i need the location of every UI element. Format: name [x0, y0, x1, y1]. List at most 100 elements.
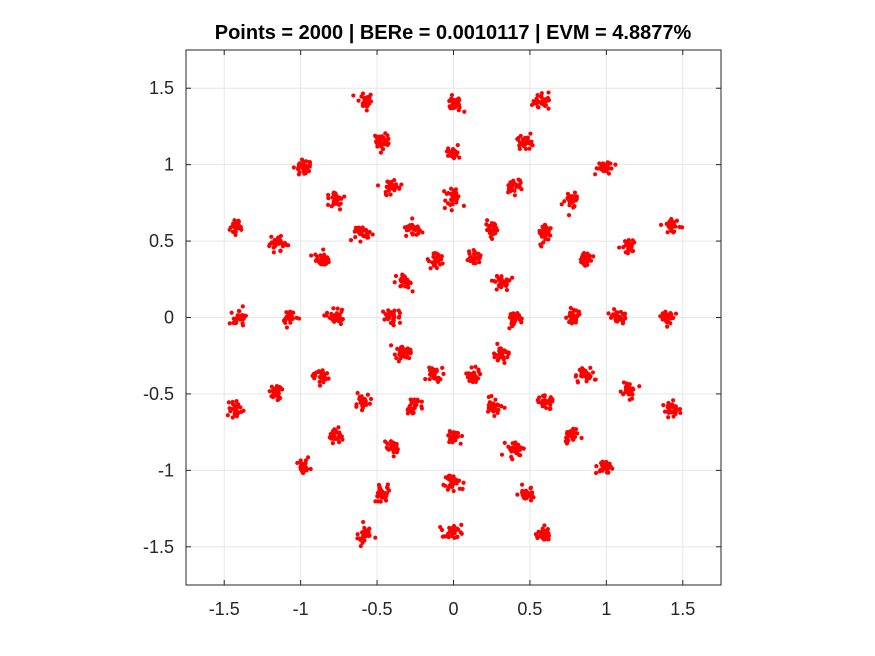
scatter-point	[332, 428, 337, 433]
scatter-point	[309, 253, 314, 258]
scatter-points	[225, 90, 685, 549]
scatter-point	[504, 277, 509, 282]
scatter-point	[365, 392, 371, 397]
scatter-point	[394, 355, 399, 361]
scatter-point	[580, 252, 586, 257]
scatter-point	[409, 225, 414, 230]
scatter-point	[513, 318, 518, 324]
scatter-point	[548, 406, 553, 411]
scatter-point	[564, 441, 570, 446]
scatter-point	[443, 198, 448, 203]
scatter-point	[319, 262, 324, 267]
scatter-point	[242, 313, 247, 318]
scatter-point	[232, 220, 238, 225]
scatter-point	[336, 318, 341, 324]
scatter-point	[233, 232, 238, 238]
scatter-point	[546, 106, 551, 111]
scatter-point	[533, 532, 539, 537]
scatter-point	[517, 317, 522, 322]
scatter-point	[450, 531, 456, 536]
scatter-point	[377, 485, 382, 490]
scatter-point	[361, 519, 366, 525]
scatter-point	[277, 387, 282, 393]
scatter-point	[442, 189, 447, 194]
scatter-point	[237, 225, 243, 231]
scatter-point	[528, 486, 533, 491]
scatter-point	[562, 199, 567, 204]
scatter-point	[287, 310, 292, 315]
scatter-point	[275, 236, 280, 241]
scatter-point	[454, 526, 460, 531]
scatter-point	[614, 319, 619, 324]
scatter-point	[604, 168, 609, 173]
scatter-point	[338, 321, 344, 327]
scatter-point	[486, 223, 491, 229]
scatter-point	[626, 237, 631, 243]
scatter-point	[580, 374, 585, 379]
scatter-point	[407, 355, 412, 361]
scatter-point	[326, 192, 331, 198]
scatter-point	[593, 172, 598, 177]
scatter-point	[317, 379, 322, 384]
scatter-point	[453, 435, 459, 440]
scatter-point	[399, 182, 404, 187]
scatter-point	[367, 401, 372, 406]
scatter-point	[352, 229, 358, 234]
scatter-point	[585, 259, 590, 264]
scatter-point	[435, 258, 441, 263]
scatter-point	[528, 131, 533, 136]
scatter-point	[677, 407, 683, 412]
scatter-point	[362, 95, 367, 101]
scatter-point	[451, 474, 456, 479]
scatter-point	[502, 405, 507, 410]
scatter-point	[530, 143, 535, 148]
scatter-point	[513, 442, 518, 447]
scatter-point	[447, 439, 453, 444]
scatter-point	[386, 179, 391, 184]
scatter-point	[486, 402, 491, 408]
scatter-point	[544, 225, 549, 230]
scatter-point	[269, 394, 274, 399]
scatter-point	[313, 370, 318, 375]
scatter-point	[399, 283, 404, 288]
scatter-point	[403, 349, 409, 355]
scatter-point	[524, 137, 529, 142]
scatter-point	[354, 404, 359, 409]
scatter-point	[536, 105, 541, 110]
scatter-point	[568, 312, 574, 317]
scatter-point	[240, 321, 245, 326]
scatter-point	[375, 183, 381, 188]
scatter-point	[360, 91, 366, 96]
scatter-point	[429, 373, 434, 378]
scatter-point	[339, 196, 344, 201]
scatter-point	[451, 104, 456, 109]
scatter-point	[447, 526, 453, 532]
scatter-point	[358, 400, 363, 405]
scatter-point	[450, 202, 455, 207]
scatter-point	[489, 232, 495, 237]
scatter-point	[375, 490, 380, 496]
scatter-point	[379, 144, 384, 149]
scatter-point	[662, 409, 668, 414]
scatter-point	[504, 283, 509, 288]
scatter-point	[381, 142, 387, 147]
scatter-point	[523, 495, 528, 500]
scatter-point	[542, 523, 547, 528]
scatter-point	[400, 349, 405, 355]
scatter-point	[307, 164, 312, 169]
scatter-point	[234, 316, 239, 321]
scatter-point	[631, 387, 636, 392]
scatter-point	[671, 220, 676, 226]
scatter-point	[449, 92, 455, 98]
scatter-point	[324, 313, 329, 318]
scatter-point	[604, 459, 609, 465]
scatter-point	[664, 221, 669, 226]
scatter-point	[597, 469, 602, 474]
scatter-point	[668, 321, 673, 326]
scatter-point	[441, 482, 446, 487]
x-tick-label: 0	[448, 599, 458, 619]
scatter-point	[668, 311, 673, 316]
scatter-point	[611, 307, 617, 312]
scatter-point	[539, 100, 545, 105]
scatter-point	[288, 320, 293, 325]
